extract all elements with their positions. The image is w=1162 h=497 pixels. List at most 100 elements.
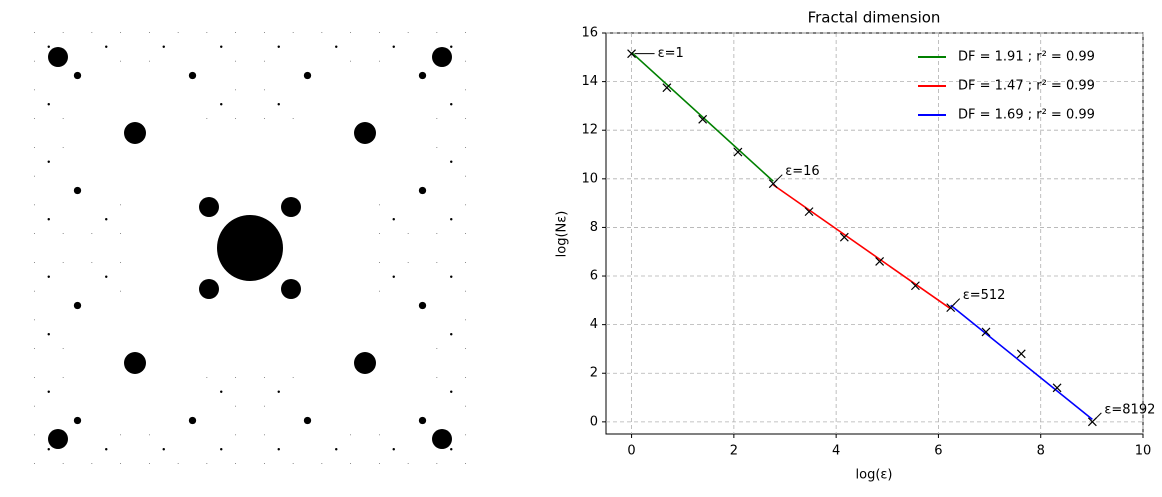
fractal-disc — [120, 434, 122, 436]
fractal-disc — [450, 218, 453, 221]
annotation-arrow — [775, 174, 783, 182]
fractal-disc — [436, 463, 438, 465]
fractal-disc — [220, 103, 223, 106]
fractal-disc — [206, 376, 208, 378]
fractal-disc — [47, 160, 50, 163]
fractal-disc — [33, 405, 35, 407]
fractal-disc — [450, 333, 453, 336]
fractal-disc — [148, 434, 150, 436]
fractal-disc — [33, 348, 35, 350]
fractal-disc — [407, 233, 409, 235]
data-point — [733, 147, 743, 157]
fractal-disc — [235, 89, 237, 91]
data-point — [1016, 349, 1026, 359]
fractal-disc — [177, 31, 179, 33]
y-axis-label: log(Nε) — [555, 211, 570, 258]
fractal-disc — [62, 233, 64, 235]
fractal-disc — [188, 416, 197, 425]
fractal-disc — [292, 31, 294, 33]
y-tick-label: 4 — [590, 317, 598, 332]
fractal-disc — [378, 434, 380, 436]
fractal-disc — [235, 60, 237, 62]
fractal-disc — [217, 215, 283, 281]
fractal-disc — [47, 390, 50, 393]
fractal-disc — [33, 233, 35, 235]
fractal-disc — [450, 103, 453, 106]
fractal-disc — [465, 319, 467, 321]
fractal-disc — [220, 448, 223, 451]
data-point — [875, 257, 885, 266]
fractal-disc — [378, 204, 380, 206]
fractal-disc — [392, 275, 395, 278]
fractal-disc — [277, 103, 280, 106]
fractal-disc — [48, 429, 68, 449]
fractal-disc — [105, 45, 108, 48]
fractal-disc — [33, 261, 35, 263]
fractal-disc — [91, 31, 93, 33]
fractal-disc — [120, 60, 122, 62]
fractal-disc — [33, 463, 35, 465]
fractal-disc — [350, 434, 352, 436]
fractal-disc — [432, 47, 452, 67]
fractal-disc — [465, 261, 467, 263]
fractal-disc — [418, 301, 427, 310]
fractal-disc — [162, 45, 165, 48]
fractal-disc — [436, 31, 438, 33]
x-axis-label: log(ε) — [856, 468, 893, 483]
fractal-disc — [33, 146, 35, 148]
fractal-disc — [47, 448, 50, 451]
fractal-disc — [105, 275, 108, 278]
chart-title: Fractal dimension — [808, 9, 941, 27]
y-tick-label: 8 — [590, 220, 598, 235]
y-tick-label: 2 — [590, 366, 598, 381]
data-point — [698, 114, 708, 124]
fractal-disc — [277, 390, 280, 393]
fractal-disc — [188, 71, 197, 80]
fractal-disc — [392, 45, 395, 48]
y-tick-label: 14 — [581, 74, 598, 89]
fractal-disc — [263, 405, 265, 407]
fractal-disc — [392, 218, 395, 221]
fractal-disc — [206, 463, 208, 465]
fractal-disc — [465, 348, 467, 350]
annotation: ε=1 — [658, 46, 684, 61]
x-tick-label: 6 — [934, 444, 942, 459]
fractal-disc — [321, 463, 323, 465]
legend-label: DF = 1.91 ; r² = 0.99 — [958, 50, 1095, 65]
fractal-disc — [407, 463, 409, 465]
fractal-disc — [47, 45, 50, 48]
fractal-disc — [432, 429, 452, 449]
fractal-disc — [303, 416, 312, 425]
fractal-disc — [292, 118, 294, 120]
fractal-disc — [177, 463, 179, 465]
data-point — [804, 207, 814, 217]
fractal-disc — [48, 47, 68, 67]
x-tick-label: 0 — [627, 444, 635, 459]
fractal-disc — [335, 45, 338, 48]
fractal-disc — [120, 233, 122, 235]
fractal-disc — [281, 279, 301, 299]
fractal-disc — [33, 204, 35, 206]
fractal-disc — [73, 301, 82, 310]
fractal-disc — [91, 233, 93, 235]
fractal-disc — [62, 463, 64, 465]
x-tick-label: 4 — [832, 444, 840, 459]
fractal-disc — [378, 233, 380, 235]
fractal-disc — [206, 31, 208, 33]
fractal-disc — [33, 89, 35, 91]
fractal-disc — [33, 31, 35, 33]
fractal-disc — [105, 448, 108, 451]
fractal-disc — [350, 60, 352, 62]
fractal-disc — [235, 31, 237, 33]
fractal-disc — [124, 122, 146, 144]
fractal-disc — [33, 376, 35, 378]
fractal-disc — [73, 186, 82, 195]
annotation-arrow — [1095, 412, 1102, 420]
data-point — [910, 281, 920, 291]
fractal-disc — [62, 31, 64, 33]
fractal-disc — [418, 186, 427, 195]
fractal-disc — [436, 348, 438, 350]
data-point — [662, 83, 672, 93]
fit-line — [772, 184, 952, 310]
